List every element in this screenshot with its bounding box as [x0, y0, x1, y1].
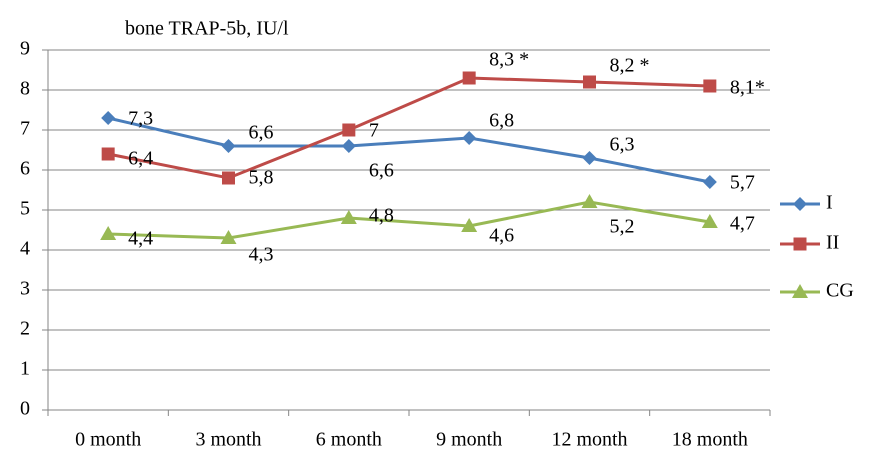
legend-label: I: [826, 192, 833, 214]
marker: [342, 123, 356, 137]
data-label: 4,6: [489, 225, 514, 247]
x-tick-label: 9 month: [436, 429, 502, 451]
data-label: 8,1*: [730, 77, 765, 99]
data-label: 7,3: [128, 108, 153, 130]
marker: [702, 175, 717, 189]
marker: [582, 151, 597, 165]
x-tick-label: 12 month: [551, 429, 627, 451]
y-tick-label: 3: [20, 278, 30, 300]
x-tick-label: 18 month: [672, 429, 748, 451]
marker: [462, 131, 477, 145]
data-label: 6,6: [369, 160, 394, 182]
legend-label: II: [826, 232, 839, 254]
series-line: [107, 116, 711, 184]
data-label: 5,8: [249, 167, 274, 189]
marker: [703, 79, 717, 93]
marker: [793, 197, 807, 211]
data-label: 7: [369, 120, 379, 142]
data-label: 4,8: [369, 205, 394, 227]
series-line: [108, 200, 711, 240]
marker: [701, 214, 718, 228]
y-tick-label: 5: [20, 198, 30, 220]
marker: [222, 171, 235, 185]
data-label: 6,4: [128, 148, 153, 170]
data-label: 5,2: [610, 216, 635, 238]
data-label: 8,3 *: [489, 49, 529, 71]
y-tick-label: 4: [20, 238, 30, 260]
y-tick-label: 0: [20, 398, 30, 420]
y-tick-label: 6: [20, 158, 30, 180]
chart-title: bone TRAP-5b, IU/l: [125, 18, 289, 40]
series-line: [107, 76, 710, 180]
marker: [581, 194, 598, 208]
data-label: 6,6: [249, 122, 274, 144]
marker: [101, 111, 116, 125]
data-label: 6,8: [489, 110, 514, 132]
marker: [461, 218, 478, 232]
marker: [340, 210, 357, 224]
marker: [101, 147, 115, 161]
data-label: 8,2 *: [610, 55, 650, 77]
legend-label: CG: [826, 280, 854, 302]
y-tick-label: 2: [20, 318, 30, 340]
marker: [341, 139, 356, 153]
marker: [462, 71, 476, 85]
y-tick-label: 1: [20, 358, 30, 380]
data-label: 4,7: [730, 213, 755, 235]
y-tick-label: 9: [20, 38, 30, 60]
data-label: 4,4: [128, 228, 153, 250]
marker: [220, 230, 237, 244]
data-label: 4,3: [249, 244, 274, 266]
marker: [221, 139, 236, 153]
y-tick-label: 8: [20, 78, 30, 100]
y-tick-label: 7: [20, 118, 30, 140]
data-label: 6,3: [610, 134, 635, 156]
marker: [793, 237, 807, 251]
marker: [583, 75, 596, 89]
x-tick-label: 0 month: [75, 429, 141, 451]
marker: [792, 284, 808, 298]
marker: [100, 226, 117, 240]
data-label: 5,7: [730, 172, 755, 194]
x-tick-label: 3 month: [195, 429, 261, 451]
x-tick-label: 6 month: [316, 429, 382, 451]
